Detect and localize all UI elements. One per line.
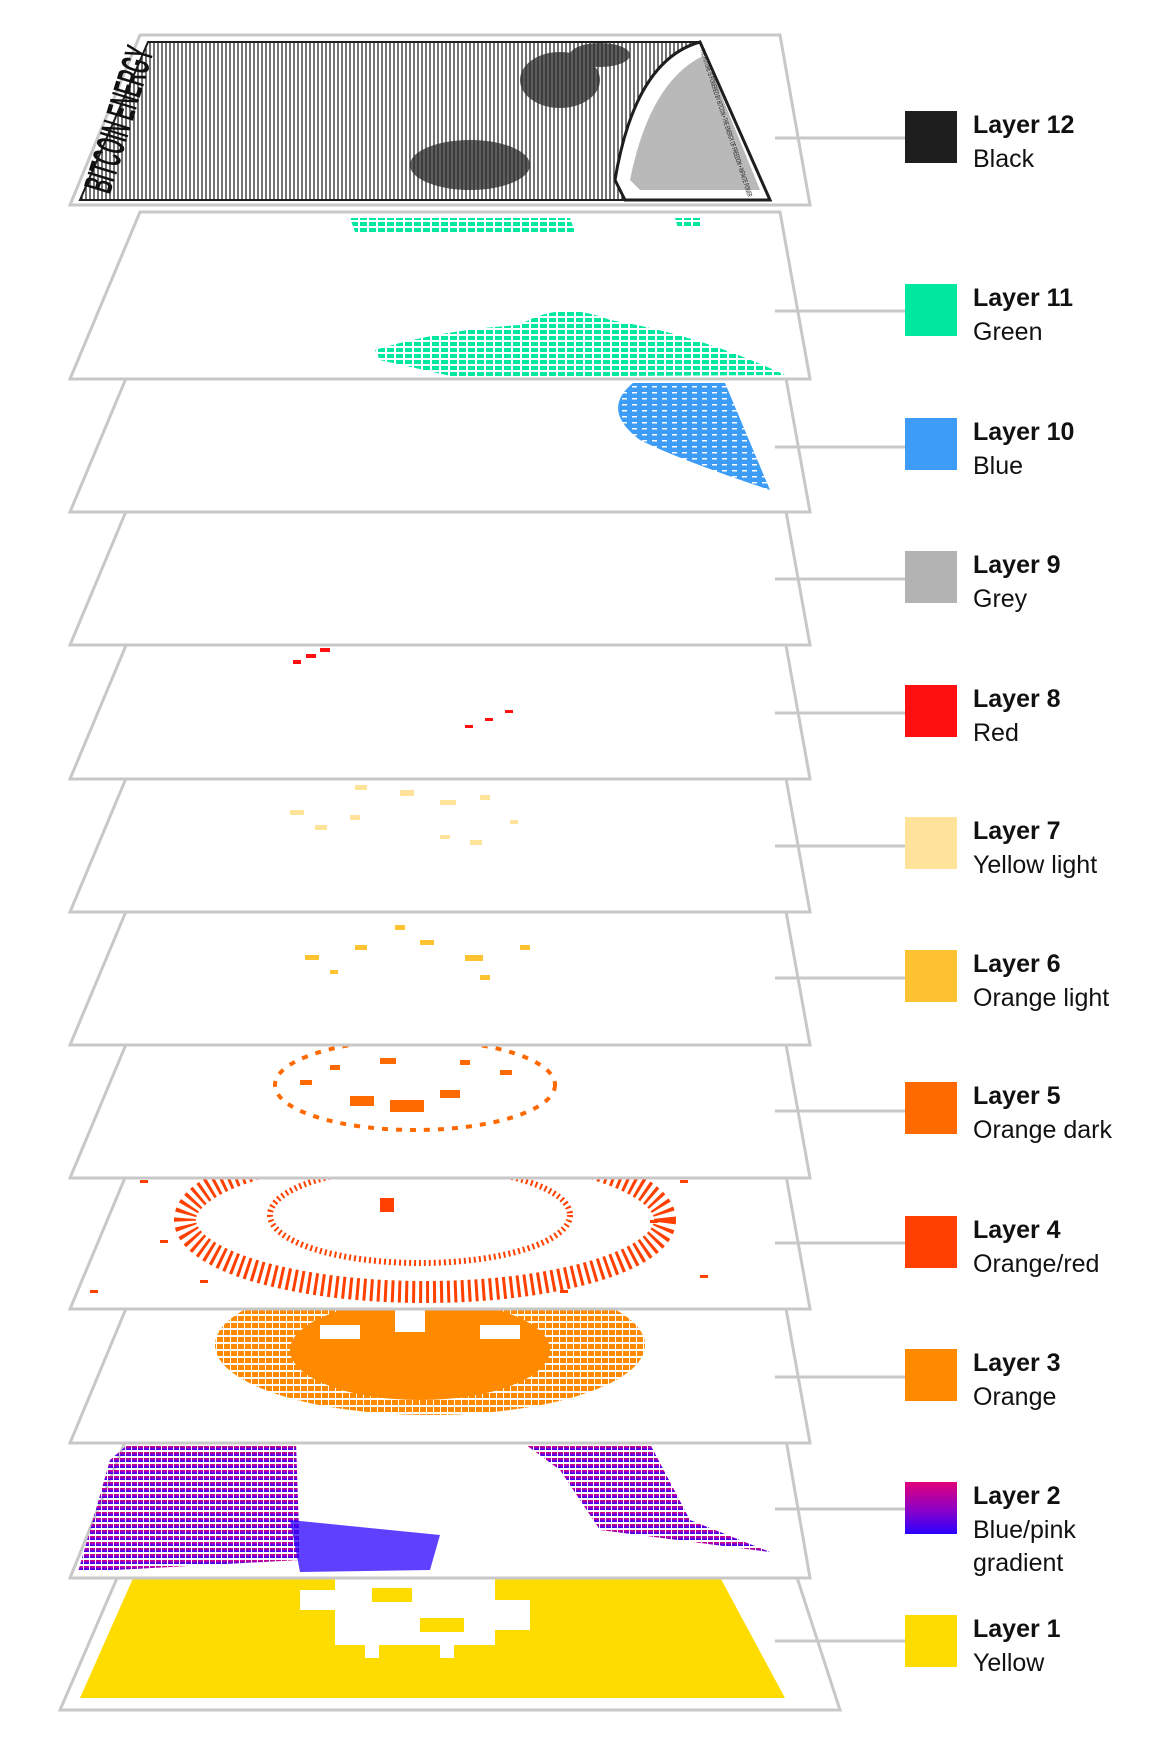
layer-4-plane (67, 1137, 812, 1311)
legend-layer-name: Blue (973, 452, 1024, 480)
legend-layer-label: Layer 2 (973, 1482, 1061, 1510)
legend-layer-name: Grey (973, 585, 1028, 613)
legend-layer-name: Blue/pink gradient (973, 1516, 1076, 1577)
legend-layer-label: Layer 3 (973, 1349, 1061, 1377)
legend-layer-name: Yellow light (973, 851, 1098, 879)
legend-layer-label: Layer 10 (973, 418, 1075, 446)
legend-layer-label: Layer 6 (973, 950, 1061, 978)
swatch-blue (905, 418, 957, 470)
legend-layer-name: Green (973, 318, 1043, 346)
swatch-orange (905, 1349, 957, 1401)
legend-layer-name: Red (973, 719, 1019, 747)
legend-layer-label: Layer 1 (973, 1615, 1061, 1643)
legend-layer-name: Orange light (973, 984, 1110, 1012)
layer-11-plane (67, 210, 812, 381)
legend-layer-label: Layer 4 (973, 1216, 1061, 1244)
legend-layer-label: Layer 11 (973, 284, 1074, 312)
swatch-yellow (905, 1615, 957, 1667)
legend-layer-name: Orange dark (973, 1116, 1112, 1144)
swatch-black (905, 111, 957, 163)
swatch-grey (905, 551, 957, 603)
legend-layer-name: Yellow (973, 1649, 1045, 1677)
swatch-green (905, 284, 957, 336)
swatch-orange-light (905, 950, 957, 1002)
swatch-yellow-light (905, 817, 957, 869)
leader-lines (775, 136, 905, 1643)
swatch-red (905, 685, 957, 737)
swatch-orange-dark (905, 1082, 957, 1134)
legend-layer-label: Layer 12 (973, 111, 1075, 139)
layer-2-plane (67, 1403, 812, 1580)
swatch-orange-red (905, 1216, 957, 1268)
legend-layer-label: Layer 7 (973, 817, 1061, 845)
legend-layer-label: Layer 9 (973, 551, 1061, 579)
layer-12-plane: BITCOIN ENERGY THE FUTURE IS POWERED BY … (67, 33, 812, 207)
swatch-blue-pink-gradient (905, 1482, 957, 1534)
legend-layer-name: Orange/red (973, 1250, 1100, 1278)
legend-layer-name: Black (973, 145, 1035, 173)
legend-layer-label: Layer 5 (973, 1082, 1061, 1110)
legend-layer-name: Orange (973, 1383, 1057, 1411)
legend-layer-label: Layer 8 (973, 685, 1061, 713)
